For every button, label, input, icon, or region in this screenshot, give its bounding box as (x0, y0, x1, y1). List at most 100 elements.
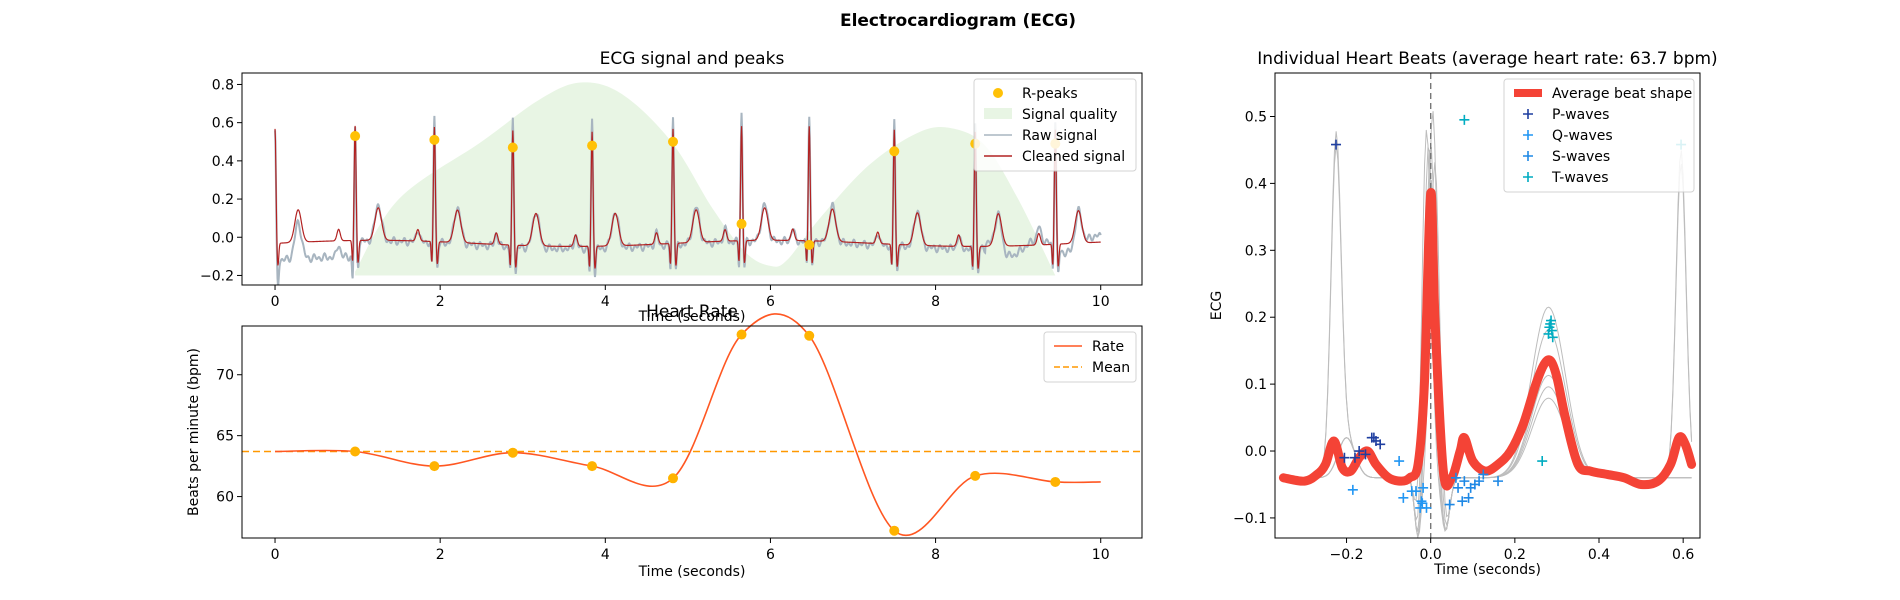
axes-title: Heart Rate (646, 302, 738, 322)
q-wave-marker (1418, 482, 1429, 493)
rate-peak-point (804, 330, 815, 341)
y-tick-label: 0.4 (212, 154, 234, 170)
r-peak-point (736, 218, 747, 229)
p-wave-marker (1360, 449, 1371, 460)
rate-peak-point (587, 461, 598, 472)
raw-signal-line (274, 112, 1102, 286)
y-tick-label: 0.8 (212, 77, 234, 93)
axes-frame (1274, 72, 1701, 539)
t-wave-marker (1537, 456, 1548, 467)
q-wave-marker (1416, 496, 1427, 507)
q-wave-marker (1347, 484, 1358, 495)
axes-frame (241, 325, 1143, 539)
legend-swatch (1523, 130, 1533, 140)
y-axis-label: Beats per minute (bpm) (186, 348, 202, 516)
s-wave-marker (1463, 492, 1474, 503)
t-wave-marker (1546, 315, 1557, 326)
axes-title: Individual Heart Beats (average heart ra… (1257, 49, 1717, 69)
y-axis-label: ECG (1209, 291, 1225, 320)
t-wave-marker (1459, 114, 1470, 125)
x-tick-label: 0.6 (1672, 547, 1694, 563)
x-axis-label: Time (seconds) (638, 564, 746, 580)
x-tick-label: 4 (601, 547, 610, 563)
t-wave-marker (1547, 332, 1558, 343)
x-tick-label: 10 (1092, 294, 1110, 310)
y-tick-label: −0.2 (200, 268, 234, 284)
r-peak-point (429, 134, 440, 145)
x-tick-label: 8 (931, 547, 940, 563)
y-tick-label: 0.0 (1245, 444, 1267, 460)
legend-swatch (993, 88, 1003, 98)
legend-label: Signal quality (1022, 107, 1117, 123)
rate-peak-point (736, 329, 747, 340)
q-wave-marker (1410, 486, 1421, 497)
x-tick-label: 0 (271, 294, 280, 310)
s-wave-marker (1453, 482, 1464, 493)
x-tick-label: 2 (436, 547, 445, 563)
rate-peak-point (668, 473, 679, 484)
y-tick-label: 70 (216, 368, 234, 384)
legend-label: Q-waves (1552, 128, 1613, 144)
s-wave-marker (1450, 472, 1461, 483)
y-tick-label: −0.1 (1233, 511, 1267, 527)
y-tick-label: 0.5 (1245, 109, 1267, 125)
y-tick-label: 65 (216, 429, 234, 445)
y-tick-label: 0.2 (212, 192, 234, 208)
s-wave-marker (1478, 469, 1489, 480)
s-wave-marker (1444, 499, 1455, 510)
heart-beats-panel: −0.2 0.0 0.2 0.4 0.6 −0.1 0.0 0.1 0.2 0.3 0.4 0.5 In… (1209, 49, 1718, 578)
legend-label: Cleaned signal (1022, 149, 1125, 165)
x-tick-label: 2 (436, 294, 445, 310)
x-tick-label: 6 (766, 294, 775, 310)
x-tick-label: 0.4 (1588, 547, 1610, 563)
x-tick-label: 0.2 (1504, 547, 1526, 563)
legend-label: Mean (1092, 360, 1130, 376)
axes-title: ECG signal and peaks (600, 49, 785, 69)
x-axis-label: Time (seconds) (638, 309, 746, 325)
y-tick-label: 0.0 (212, 230, 234, 246)
r-peak-point (350, 131, 361, 142)
y-tick-label: 0.3 (1245, 243, 1267, 259)
legend-frame (973, 78, 1137, 172)
cleaned-signal-line (274, 125, 1101, 269)
x-tick-label: 0 (271, 547, 280, 563)
average-beat-line (1278, 188, 1697, 491)
y-tick-label: 60 (216, 490, 234, 506)
legend-frame (1043, 331, 1137, 383)
y-tick-label: 0.4 (1245, 176, 1267, 192)
x-tick-label: 10 (1092, 547, 1110, 563)
x-tick-label: 4 (601, 294, 610, 310)
legend-swatch (984, 108, 1012, 119)
p-wave-marker (1331, 139, 1342, 150)
y-tick-label: 0.1 (1245, 377, 1267, 393)
r-peak-point (804, 239, 815, 250)
x-tick-label: −0.2 (1330, 547, 1364, 563)
rate-peak-point (889, 525, 900, 536)
signal-quality-area (355, 82, 1056, 276)
x-axis-label: Time (seconds) (1433, 562, 1541, 578)
figure-title: Electrocardiogram (ECG) (840, 11, 1076, 31)
t-wave-marker (1546, 325, 1557, 336)
x-tick-label: 6 (766, 547, 775, 563)
p-wave-marker (1339, 452, 1350, 463)
s-wave-marker (1493, 476, 1504, 487)
p-wave-marker (1375, 439, 1386, 450)
y-tick-label: 0.2 (1245, 310, 1267, 326)
legend-label: T-waves (1551, 170, 1609, 186)
x-tick-label: 8 (931, 294, 940, 310)
rate-line (275, 313, 1101, 537)
ecg-signal-panel: 0 2 4 6 8 10 −0.2 0.0 0.2 0.4 0.6 0.8 ECG signal and… (200, 49, 1143, 325)
y-tick-label: 0.6 (212, 116, 234, 132)
rate-peak-point (350, 446, 361, 457)
p-wave-marker (1349, 452, 1360, 463)
legend-label: Rate (1092, 339, 1124, 355)
legend-label: P-waves (1552, 107, 1609, 123)
legend-label: Raw signal (1022, 128, 1097, 144)
q-wave-marker (1417, 498, 1428, 509)
legend-frame (1503, 78, 1695, 193)
legend-swatch (1523, 172, 1533, 182)
legend-swatch (1523, 109, 1533, 119)
legend-swatch (1523, 151, 1533, 161)
q-wave-marker (1398, 492, 1409, 503)
